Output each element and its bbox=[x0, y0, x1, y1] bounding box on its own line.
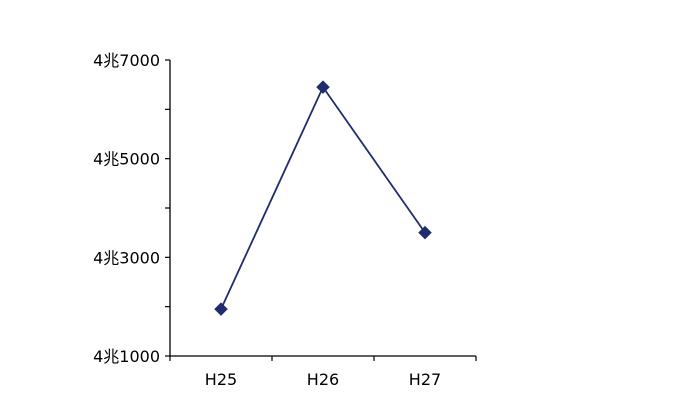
x-tick-label: H27 bbox=[409, 370, 441, 389]
x-axis-tick-labels: H25 H26 H27 bbox=[205, 370, 441, 389]
y-tick-label: 4兆7000 bbox=[93, 51, 160, 70]
series-line bbox=[220, 85, 426, 310]
x-axis-ticks bbox=[169, 356, 477, 361]
y-axis-ticks bbox=[165, 59, 170, 357]
y-tick-label: 4兆3000 bbox=[93, 248, 160, 267]
series-group bbox=[214, 80, 432, 316]
y-axis-tick-labels: 4兆1000 4兆3000 4兆5000 4兆7000 bbox=[93, 51, 160, 366]
data-point-marker bbox=[316, 80, 330, 94]
data-point-marker bbox=[418, 225, 432, 240]
y-tick-label: 4兆1000 bbox=[93, 347, 160, 366]
x-tick-label: H26 bbox=[307, 370, 339, 389]
x-tick-label: H25 bbox=[205, 370, 237, 389]
y-tick-label: 4兆5000 bbox=[93, 150, 160, 169]
data-point-marker bbox=[214, 302, 228, 316]
